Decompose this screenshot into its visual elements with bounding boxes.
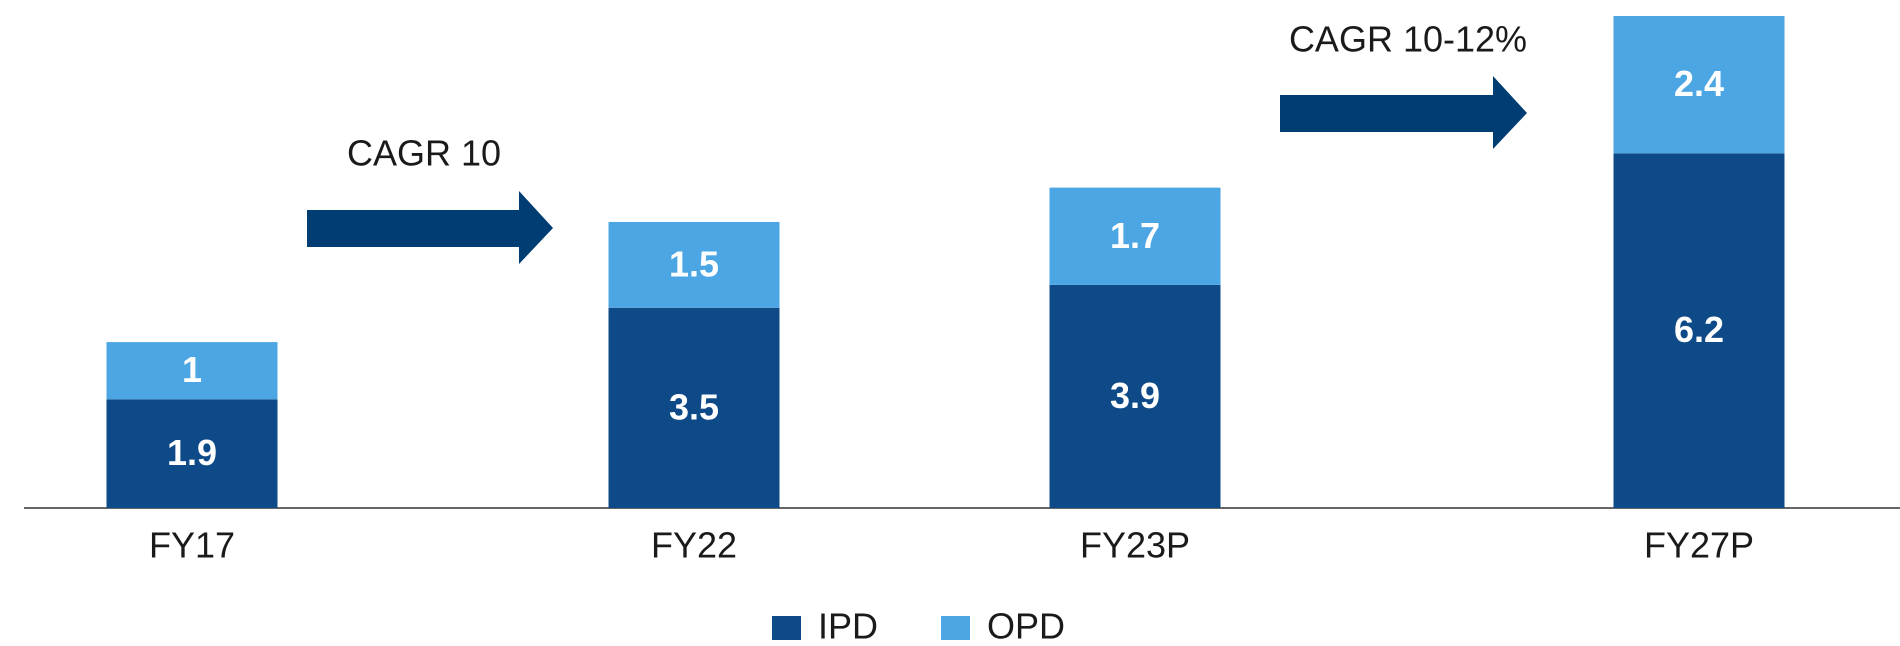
annotation: CAGR 10 — [347, 133, 501, 174]
data-label: 1.7 — [1110, 215, 1160, 256]
data-label: 1.9 — [167, 432, 217, 473]
data-label: 3.9 — [1110, 375, 1160, 416]
legend-swatch — [941, 616, 970, 640]
bar-segment — [608, 307, 780, 508]
bar-segment — [1049, 187, 1221, 285]
arrow — [307, 191, 553, 264]
bar-segment — [1049, 284, 1221, 508]
data-label: 2.4 — [1674, 63, 1724, 104]
legend-label: OPD — [987, 606, 1065, 646]
x-tick-label: FY17 — [149, 525, 235, 566]
bar-segment — [1613, 16, 1785, 154]
data-label: 1 — [182, 349, 202, 390]
arrow — [1280, 76, 1527, 149]
legend-label: IPD — [818, 606, 878, 646]
bar-segment — [106, 399, 278, 508]
x-tick-label: FY27P — [1644, 525, 1754, 566]
bar-segment — [608, 221, 780, 308]
bar-segment — [106, 342, 278, 400]
legend-swatch — [772, 616, 801, 640]
data-label: 6.2 — [1674, 309, 1724, 350]
x-tick-label: FY23P — [1080, 525, 1190, 566]
bar-segment — [1613, 153, 1785, 509]
x-tick-label: FY22 — [651, 525, 737, 566]
data-label: 3.5 — [669, 386, 719, 427]
data-label: 1.5 — [669, 243, 719, 284]
annotation: CAGR 10-12% — [1289, 19, 1527, 60]
